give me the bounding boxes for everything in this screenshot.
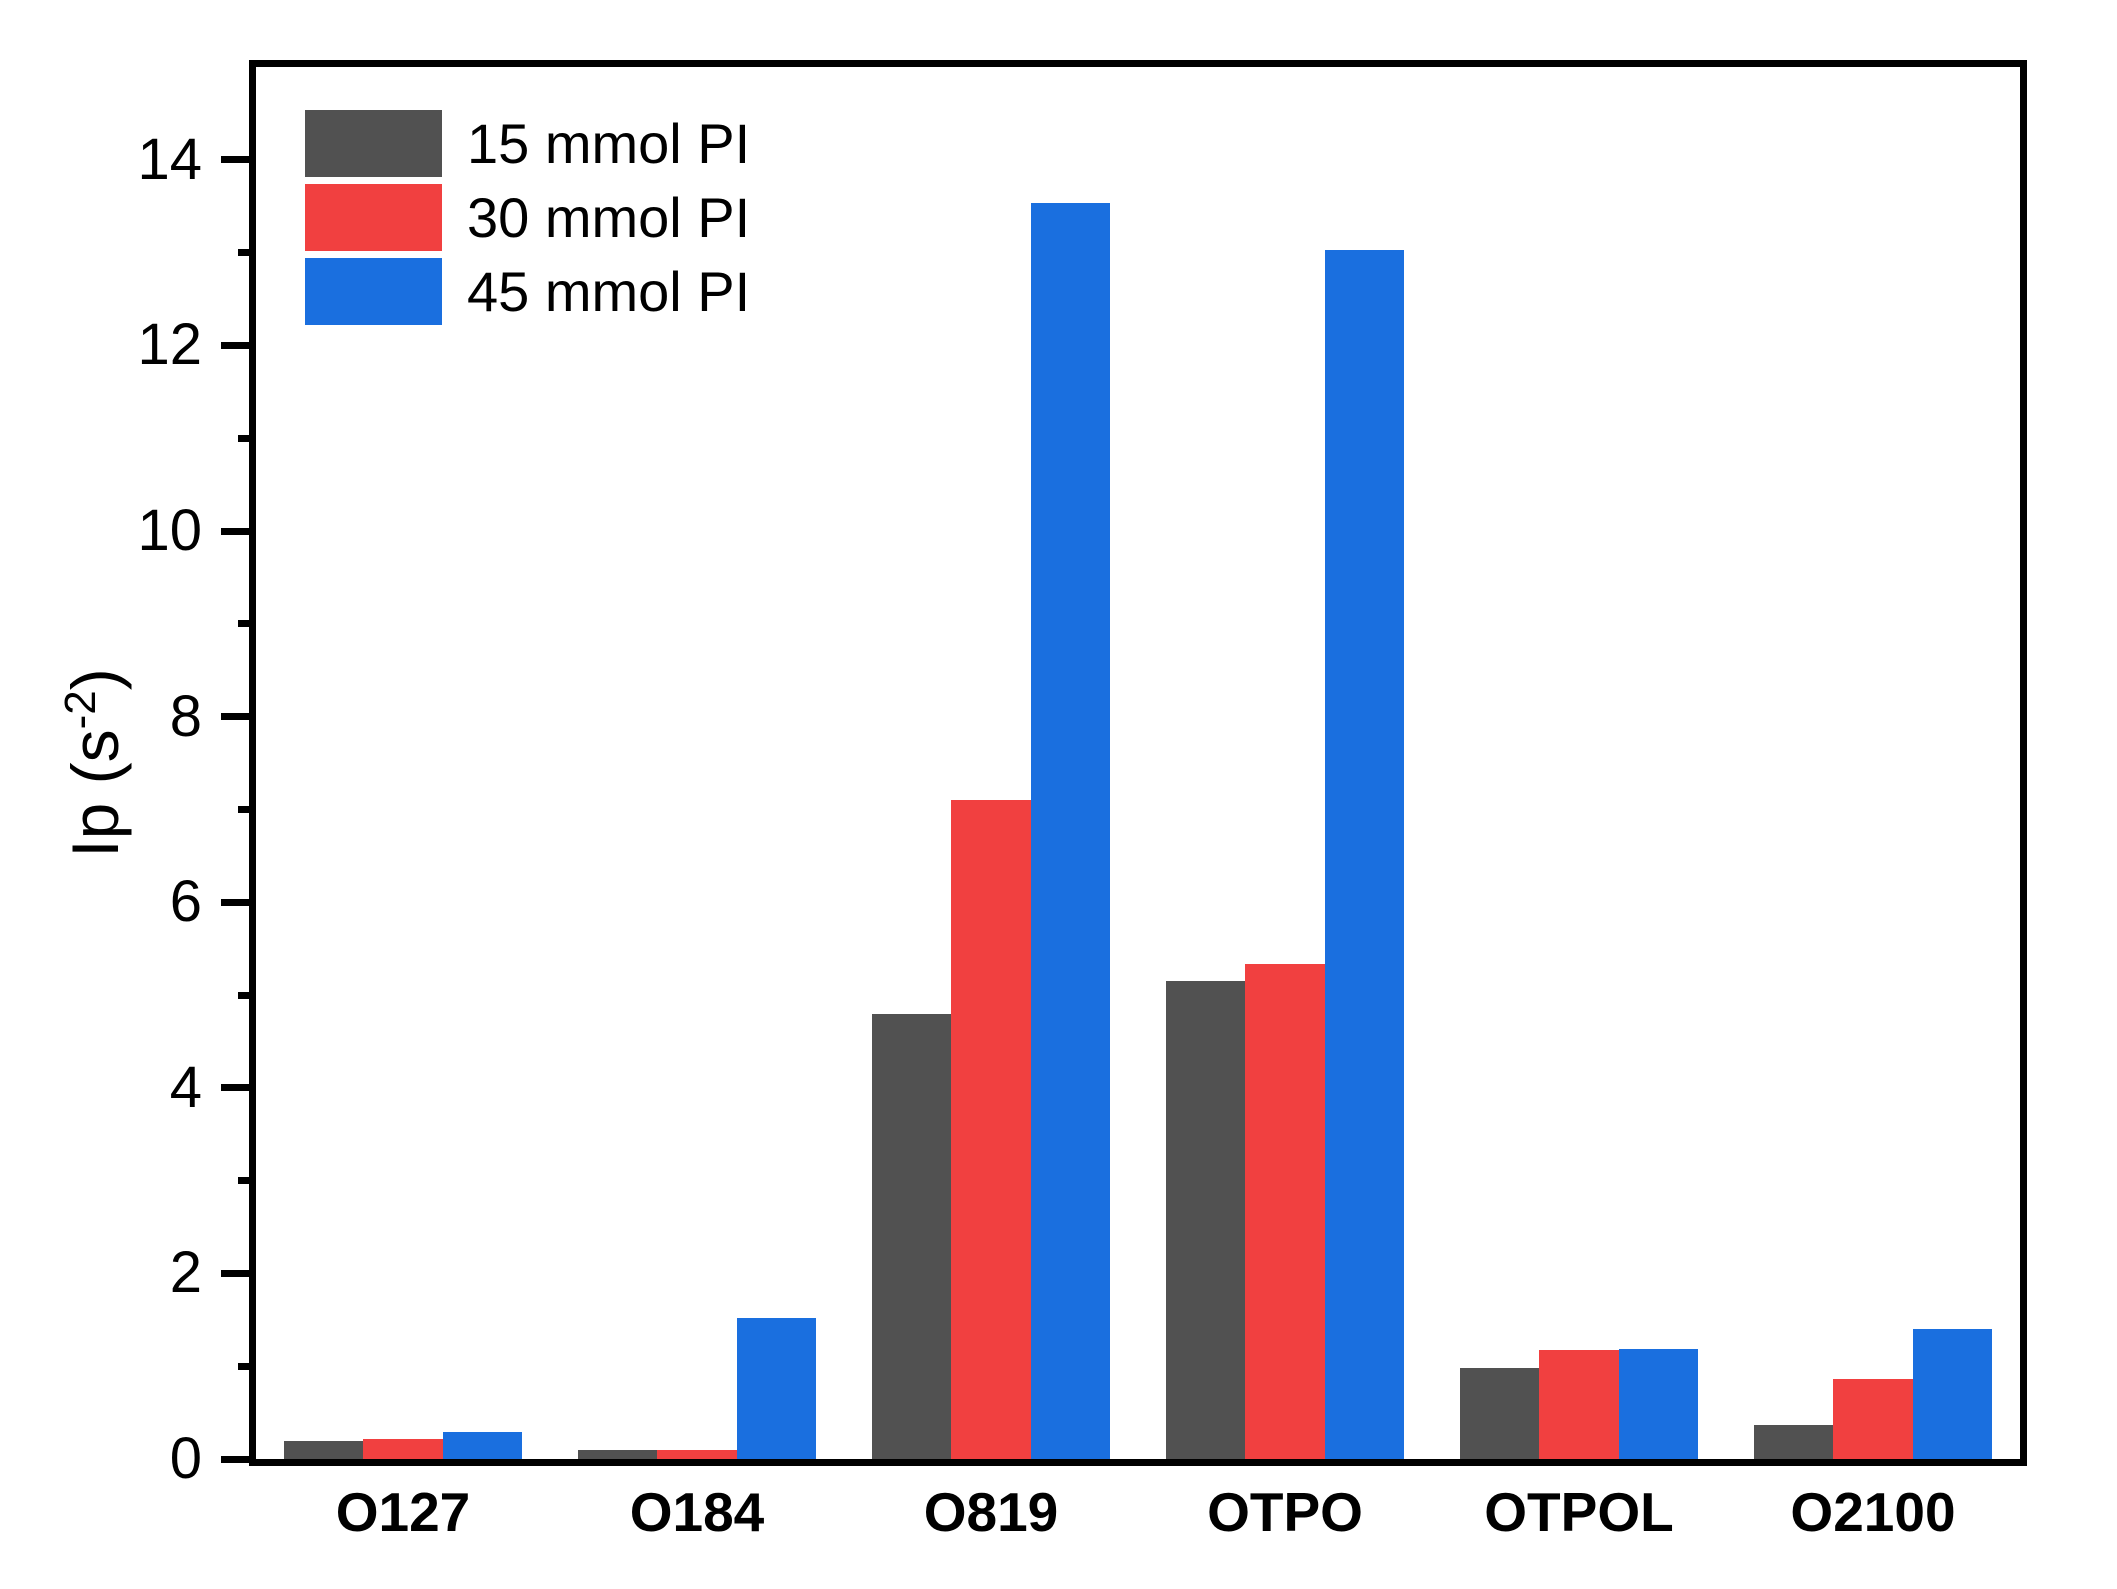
bar-o2100-15-mmol-pi [1753, 1424, 1834, 1459]
y-major-tick [221, 1455, 256, 1463]
plot-area [256, 67, 2020, 1459]
bar-o127-30-mmol-pi [363, 1438, 443, 1459]
legend: 15 mmol PI 30 mmol PI 45 mmol PI [305, 110, 750, 332]
y-tick-label: 4 [169, 1054, 202, 1120]
x-tick-label-o127: O127 [335, 1481, 471, 1543]
y-major-tick [221, 1084, 256, 1092]
y-axis-title-base: Ip (s [58, 729, 132, 858]
bar-o2100-45-mmol-pi [1912, 1329, 1993, 1459]
legend-item: 45 mmol PI [305, 258, 750, 325]
bar-otpol-15-mmol-pi [1459, 1368, 1540, 1459]
x-tick-label-o184: O184 [629, 1481, 765, 1543]
y-minor-tick [238, 434, 256, 442]
y-minor-tick [238, 620, 256, 628]
bar-otpol-45-mmol-pi [1618, 1348, 1699, 1459]
y-major-tick [221, 341, 256, 349]
y-major-tick [221, 527, 256, 535]
x-tick-label-otpo: OTPO [1207, 1481, 1363, 1543]
y-tick-label: 2 [169, 1240, 202, 1306]
bar-otpo-45-mmol-pi [1324, 249, 1405, 1459]
bar-o127-15-mmol-pi [283, 1441, 364, 1459]
bar-o819-45-mmol-pi [1030, 202, 1111, 1459]
bar-o184-15-mmol-pi [577, 1449, 658, 1459]
legend-swatch-15-mmol-pi [305, 110, 442, 177]
y-tick-label: 8 [169, 683, 202, 749]
bar-o2100-30-mmol-pi [1833, 1379, 1913, 1459]
bar-o819-30-mmol-pi [951, 800, 1031, 1459]
bar-o819-15-mmol-pi [871, 1013, 952, 1459]
y-minor-tick [238, 1177, 256, 1185]
y-minor-tick [238, 805, 256, 813]
y-major-tick [221, 713, 256, 721]
bar-otpol-30-mmol-pi [1539, 1350, 1619, 1459]
legend-swatch-30-mmol-pi [305, 184, 442, 251]
bar-o184-30-mmol-pi [657, 1449, 737, 1459]
legend-swatch-45-mmol-pi [305, 258, 442, 325]
x-tick-label-otpol: OTPOL [1484, 1481, 1674, 1543]
legend-item: 30 mmol PI [305, 184, 750, 251]
y-minor-tick [238, 1362, 256, 1370]
bar-otpo-30-mmol-pi [1245, 964, 1325, 1459]
y-axis-title: Ip (s-2) [45, 513, 145, 1013]
bar-o184-45-mmol-pi [736, 1317, 817, 1459]
legend-label: 45 mmol PI [467, 260, 751, 323]
bar-otpo-15-mmol-pi [1165, 981, 1246, 1459]
y-tick-label: 14 [137, 126, 202, 192]
legend-label: 30 mmol PI [467, 186, 751, 249]
x-tick-label-o2100: O2100 [1790, 1481, 1956, 1543]
y-minor-tick [238, 249, 256, 257]
y-tick-label: 10 [137, 498, 202, 563]
y-minor-tick [238, 991, 256, 999]
y-tick-label: 0 [169, 1426, 202, 1491]
legend-item: 15 mmol PI [305, 110, 750, 177]
bar-o127-45-mmol-pi [442, 1432, 523, 1459]
x-tick-label-o819: O819 [923, 1481, 1059, 1543]
y-major-tick [221, 1269, 256, 1277]
y-major-tick [221, 898, 256, 906]
y-tick-label: 6 [169, 869, 202, 935]
y-major-tick [221, 156, 256, 164]
legend-label: 15 mmol PI [467, 112, 751, 175]
plot-frame [249, 60, 2027, 1466]
y-tick-label: 12 [137, 312, 202, 378]
